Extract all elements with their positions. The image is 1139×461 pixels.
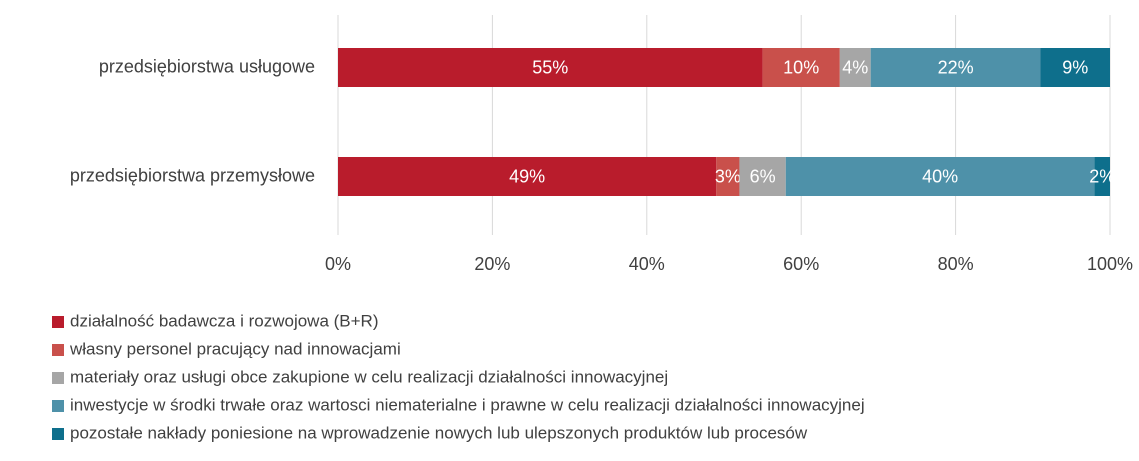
data-label: 49% xyxy=(509,166,545,186)
legend-swatch xyxy=(52,428,64,440)
x-tick-label: 80% xyxy=(938,254,974,274)
x-tick-label: 60% xyxy=(783,254,819,274)
data-label: 10% xyxy=(783,57,819,77)
legend-swatch xyxy=(52,400,64,412)
legend-swatch xyxy=(52,372,64,384)
legend-label: działalność badawcza i rozwojowa (B+R) xyxy=(70,311,379,330)
bar-segment xyxy=(762,48,840,87)
x-tick-label: 20% xyxy=(474,254,510,274)
legend-label: inwestycje w środki trwałe oraz wartosci… xyxy=(70,395,865,414)
legend-swatch xyxy=(52,344,64,356)
x-tick-label: 0% xyxy=(325,254,351,274)
bar-segment xyxy=(338,48,763,87)
legend-label: materiały oraz usługi obce zakupione w c… xyxy=(70,367,668,386)
bar-segment xyxy=(870,48,1041,87)
legend-swatch xyxy=(52,316,64,328)
data-label: 4% xyxy=(842,57,868,77)
data-label: 40% xyxy=(922,166,958,186)
bar-segment xyxy=(1040,48,1110,87)
x-tick-label: 100% xyxy=(1087,254,1133,274)
data-label: 2% xyxy=(1089,166,1115,186)
bar-segment xyxy=(1094,157,1110,196)
category-label: przedsiębiorstwa przemysłowe xyxy=(70,165,315,185)
bar-segment xyxy=(785,157,1095,196)
x-tick-label: 40% xyxy=(629,254,665,274)
data-label: 22% xyxy=(938,57,974,77)
legend-label: własny personel pracujący nad innowacjam… xyxy=(69,339,401,358)
data-label: 9% xyxy=(1062,57,1088,77)
bar-segment xyxy=(716,157,740,196)
bar-segment xyxy=(739,157,786,196)
data-label: 6% xyxy=(750,166,776,186)
data-label: 3% xyxy=(715,166,741,186)
category-label: przedsiębiorstwa usługowe xyxy=(99,56,315,76)
data-label: 55% xyxy=(532,57,568,77)
legend-label: pozostałe nakłady poniesione na wprowadz… xyxy=(70,423,808,442)
bar-segment xyxy=(839,48,871,87)
bar-segment xyxy=(338,157,717,196)
